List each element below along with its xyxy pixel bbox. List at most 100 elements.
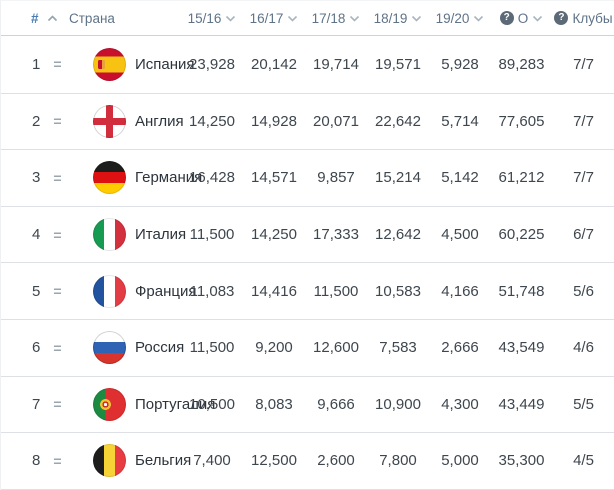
rank-number: 7 — [32, 395, 41, 413]
season-value-15-16: 14,250 — [189, 112, 235, 130]
table-row-4[interactable]: 4 = Италия 11,500 14,250 17,333 12,642 4… — [1, 205, 614, 263]
column-header-19-20[interactable]: 19/20 — [429, 11, 491, 26]
season-value-15-16: 16,428 — [189, 169, 235, 187]
total-value: 60,225 — [498, 226, 545, 244]
season-value-16-17: 14,571 — [251, 169, 297, 187]
season-value-19-20: 2,666 — [441, 339, 479, 357]
clubs-info-icon[interactable]: ? — [554, 11, 569, 25]
total-value: 51,748 — [498, 282, 545, 300]
sort-caret-up-icon — [47, 14, 57, 21]
trend-indicator: = — [53, 283, 62, 300]
country-name: Бельгия — [135, 452, 192, 470]
column-header-15-16[interactable]: 15/16 — [181, 11, 243, 26]
clubs-value: 4/6 — [573, 339, 594, 357]
country-cell: Испания — [59, 47, 195, 81]
season-value-17-18: 12,600 — [313, 339, 359, 357]
table-header-row: # Страна 15/16 16/17 17/18 1 — [1, 1, 614, 36]
season-value-16-17: 12,500 — [251, 452, 297, 470]
column-header-18-19[interactable]: 18/19 — [367, 11, 429, 26]
season-value-16-17: 9,200 — [255, 339, 293, 357]
column-header-clubs: ? Клубы — [552, 11, 614, 26]
rank-number: 8 — [32, 452, 41, 470]
sort-chevron-down-icon — [288, 15, 298, 22]
season-value-17-18: 19,714 — [313, 55, 359, 73]
trend-indicator: = — [53, 169, 62, 186]
season-value-19-20: 4,300 — [441, 395, 479, 413]
rank-cell: 5 = — [1, 283, 62, 300]
season-column-label: 18/19 — [373, 10, 408, 26]
total-column-label: О — [517, 10, 529, 26]
season-value-17-18: 2,600 — [317, 452, 355, 470]
country-cell: Португалия — [59, 387, 215, 421]
column-header-rank[interactable]: # — [1, 11, 59, 26]
season-value-19-20: 4,166 — [441, 282, 479, 300]
sort-chevron-down-icon — [474, 15, 484, 22]
rank-hash-label: # — [31, 10, 39, 26]
flag-icon-be — [93, 444, 126, 478]
rank-number: 2 — [32, 112, 41, 130]
country-cell: Англия — [59, 104, 184, 138]
flag-icon-en — [93, 104, 126, 138]
column-header-total[interactable]: ? О — [491, 11, 552, 26]
season-value-16-17: 8,083 — [255, 395, 293, 413]
table-row-5[interactable]: 5 = Франция 11,083 14,416 11,500 10,583 … — [1, 262, 614, 319]
flag-icon-de — [93, 161, 126, 195]
column-header-17-18[interactable]: 17/18 — [305, 11, 367, 26]
total-value: 89,283 — [498, 55, 545, 73]
total-value: 43,449 — [498, 395, 545, 413]
season-value-16-17: 14,416 — [251, 282, 297, 300]
country-name: Португалия — [135, 395, 216, 413]
season-value-15-16: 11,500 — [189, 226, 235, 244]
clubs-value: 7/7 — [573, 112, 594, 130]
trend-indicator: = — [53, 113, 62, 130]
table-row-1[interactable]: 1 = Испания 23,928 20,142 19,714 19,571 … — [1, 36, 614, 93]
season-value-19-20: 4,500 — [441, 226, 479, 244]
season-value-19-20: 5,142 — [441, 169, 479, 187]
clubs-value: 7/7 — [573, 55, 594, 73]
season-value-17-18: 20,071 — [313, 112, 359, 130]
total-info-icon[interactable]: ? — [499, 11, 514, 25]
table-row-3[interactable]: 3 = Германия 16,428 14,571 9,857 15,214 … — [1, 149, 614, 206]
rank-cell: 2 = — [1, 112, 62, 130]
season-value-15-16: 23,928 — [189, 55, 235, 73]
flag-icon-it — [93, 218, 126, 252]
season-value-19-20: 5,928 — [441, 55, 479, 73]
rank-number: 1 — [32, 55, 41, 73]
season-value-17-18: 11,500 — [313, 282, 359, 300]
sort-chevron-down-icon — [533, 15, 543, 22]
country-cell: Россия — [59, 331, 184, 365]
table-row-8[interactable]: 8 = Бельгия 7,400 12,500 2,600 7,800 5,0… — [1, 432, 614, 489]
season-value-17-18: 17,333 — [313, 226, 359, 244]
season-column-label: 17/18 — [311, 10, 346, 26]
country-cell: Франция — [59, 274, 196, 308]
season-column-label: 16/17 — [249, 10, 284, 26]
table-row-2[interactable]: 2 = Англия 14,250 14,928 20,071 22,642 5… — [1, 92, 614, 150]
season-value-15-16: 10,500 — [189, 395, 235, 413]
country-column-label: Страна — [69, 10, 115, 26]
season-value-18-19: 10,900 — [375, 395, 421, 413]
season-value-18-19: 7,800 — [379, 452, 417, 470]
rank-cell: 6 = — [1, 339, 62, 356]
country-cell: Германия — [59, 161, 202, 195]
country-cell: Италия — [59, 218, 186, 252]
clubs-value: 5/6 — [573, 282, 594, 300]
rank-cell: 3 = — [1, 169, 62, 187]
table-row-6[interactable]: 6 = Россия 11,500 9,200 12,600 7,583 2,6… — [1, 318, 614, 376]
table-row-7[interactable]: 7 = Португалия 10,500 8,083 9,666 10,900… — [1, 375, 614, 433]
season-value-15-16: 7,400 — [193, 452, 231, 470]
country-name: Англия — [135, 112, 184, 130]
total-value: 35,300 — [498, 452, 545, 470]
country-name: Франция — [135, 282, 197, 300]
column-header-16-17[interactable]: 16/17 — [243, 11, 305, 26]
trend-indicator: = — [53, 339, 62, 356]
rank-cell: 1 = — [1, 55, 62, 73]
country-name: Германия — [135, 169, 203, 187]
season-value-17-18: 9,666 — [317, 395, 355, 413]
sort-chevron-down-icon — [350, 15, 360, 22]
trend-indicator: = — [53, 226, 62, 243]
season-value-18-19: 15,214 — [375, 169, 421, 187]
rank-cell: 7 = — [1, 395, 62, 413]
rank-number: 3 — [32, 169, 41, 187]
clubs-column-label: Клубы — [572, 10, 613, 26]
